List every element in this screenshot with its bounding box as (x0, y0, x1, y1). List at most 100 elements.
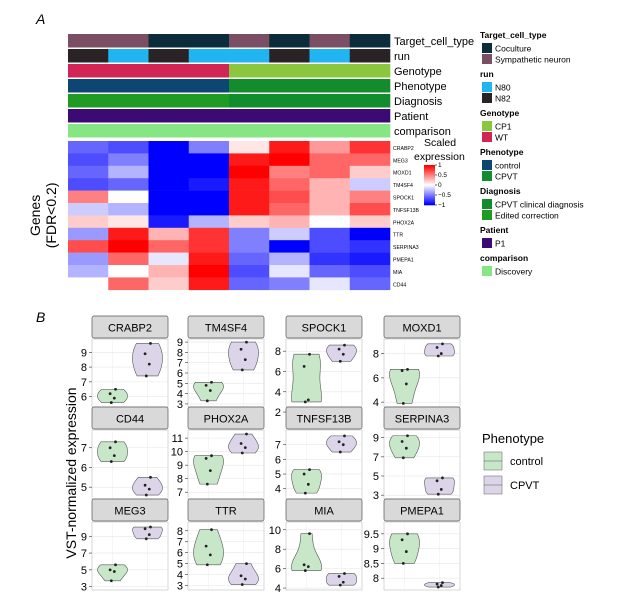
heatmap-cell-pmepa1-3 (148, 252, 190, 266)
heatmap-cell-tnfsf13b-4 (188, 203, 230, 216)
annotation-cell-diagnosis-3 (148, 94, 190, 108)
heatmap-cell-mia-1 (68, 265, 109, 278)
heatmap-cell-crabp2-4 (188, 141, 230, 154)
gene-label-spock1: SPOCK1 (393, 196, 414, 202)
data-point-CPVT (341, 352, 345, 356)
legend-swatch-cpvt (482, 171, 492, 181)
data-point-control (406, 367, 409, 371)
colorbar-segment (424, 166, 435, 168)
data-point-control (404, 382, 408, 386)
data-point-control (303, 400, 307, 404)
heatmap-cell-tnfsf13b-5 (229, 203, 270, 216)
heatmap-cell-phox2a-7 (309, 215, 351, 229)
heatmap-cell-moxd1-2 (108, 165, 149, 179)
heatmap-cell-serpina3-2 (108, 240, 149, 253)
data-point-control (205, 563, 209, 567)
heatmap-cell-meg3-3 (148, 153, 190, 167)
violin-control (291, 353, 322, 403)
annotation-cell-patient-6 (269, 109, 310, 123)
data-point-CPVT (147, 533, 151, 536)
heatmap-cell-meg3-8 (349, 153, 391, 167)
annotation-cell-comparison-3 (148, 124, 190, 138)
annotation-cell-genotype-8 (349, 64, 391, 78)
facet-title-cd44: CD44 (116, 414, 144, 426)
colorbar-segment (424, 184, 435, 186)
heatmap-cell-ttr-1 (68, 227, 109, 241)
y-tick-label: 8 (177, 474, 183, 486)
heatmap-cell-spock1-1 (68, 190, 109, 204)
data-point-control (308, 532, 311, 536)
data-point-CPVT (439, 584, 443, 587)
heatmap-cell-spock1-6 (269, 190, 310, 204)
data-point-control (302, 472, 306, 476)
legend-item-n80: N80 (495, 82, 511, 92)
data-point-control (208, 469, 212, 472)
heatmap-cell-spock1-7 (309, 190, 351, 204)
y-tick-label: 7 (81, 548, 87, 560)
heatmap-cell-mia-6 (269, 265, 310, 278)
data-point-CPVT (143, 352, 147, 356)
colorbar-tick-label: 1 (438, 162, 442, 169)
y-tick-label: 7 (81, 443, 87, 455)
heatmap-y-axis-label: Genes(FDR<0.2) (27, 183, 59, 249)
heatmap-cell-phox2a-6 (269, 215, 310, 229)
data-point-control (114, 440, 117, 444)
data-point-CPVT (243, 577, 247, 581)
colorbar-segment (424, 182, 435, 184)
phenotype-legend-item-CPVT: CPVT (510, 480, 540, 492)
y-tick-label: 4 (275, 484, 281, 496)
y-tick-label: 8 (275, 544, 281, 556)
annotation-cell-patient-4 (188, 109, 230, 123)
annotation-cell-phenotype-4 (188, 79, 230, 93)
violin-panel-pmepa1: PMEPA1 8 8.5 9 9.5 (364, 498, 461, 591)
heatmap-cell-moxd1-8 (349, 165, 391, 179)
y-tick-label: 3 (81, 582, 87, 594)
heatmap-cell-spock1-5 (229, 190, 270, 204)
data-point-control (114, 387, 117, 391)
data-point-CPVT (343, 343, 346, 347)
data-point-CPVT (239, 574, 243, 578)
colorbar-segment (424, 201, 435, 203)
violin-panel-phox2a: PHOX2A 78 910 11 (171, 406, 265, 500)
colorbar-segment (424, 169, 435, 171)
y-tick-label: 7 (177, 358, 183, 370)
gene-label-moxd1: MOXD1 (393, 171, 412, 177)
violin-CPVT (228, 433, 259, 454)
data-point-CPVT (240, 451, 244, 455)
legend-item-edited-correction: Edited correction (495, 210, 559, 220)
data-point-CPVT (243, 446, 247, 449)
y-tick-label: 5 (81, 565, 87, 577)
annotation-label-run: run (394, 51, 410, 63)
heatmap-cell-tm4sf4-7 (309, 178, 351, 191)
phenotype-legend-item-control: control (510, 456, 543, 468)
annotation-cell-run-5 (229, 49, 270, 63)
y-tick-label: 6 (275, 366, 281, 378)
colorbar-segment (424, 194, 435, 196)
heatmap-cell-cd44-2 (108, 277, 149, 291)
data-point-CPVT (245, 340, 248, 344)
gene-label-tm4sf4: TM4SF4 (393, 183, 413, 189)
data-point-control (302, 563, 306, 567)
heatmap-cell-crabp2-8 (349, 141, 391, 154)
annotation-cell-genotype-3 (148, 64, 190, 78)
y-tick-label: 6 (177, 368, 183, 380)
annotation-cell-target-cell-type-8 (349, 34, 391, 48)
colorbar-tick-label: −1 (438, 202, 446, 209)
colorbar-segment (424, 165, 435, 167)
data-point-CPVT (338, 359, 342, 363)
colorbar-segment (424, 196, 435, 198)
y-tick-label: 10 (269, 525, 281, 537)
heatmap-cell-mia-8 (349, 265, 391, 278)
heatmap-cell-ttr-2 (108, 227, 149, 241)
violin-CPVT (424, 582, 455, 588)
heatmap-cell-tm4sf4-2 (108, 178, 149, 191)
data-point-CPVT (147, 487, 151, 491)
colorbar-segment (424, 197, 435, 199)
facet-title-tm4sf4: TM4SF4 (205, 323, 247, 335)
heatmap-cell-meg3-5 (229, 153, 270, 167)
data-point-control (204, 457, 208, 460)
heatmap-cell-phox2a-8 (349, 215, 391, 229)
annotation-cell-patient-1 (68, 109, 109, 123)
